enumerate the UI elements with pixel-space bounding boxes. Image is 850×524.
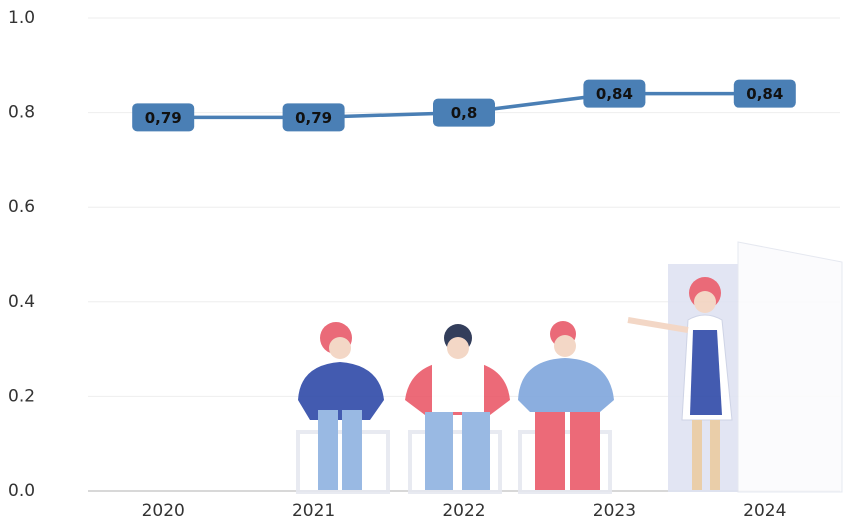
y-tick-label: 0.8 <box>8 103 35 123</box>
illustration <box>296 241 843 494</box>
x-tick-label: 2020 <box>142 501 185 521</box>
value-label: 0,79 <box>145 109 182 127</box>
y-tick-label: 0.6 <box>8 197 35 217</box>
value-label-box <box>132 103 195 132</box>
value-label: 0,79 <box>295 109 332 127</box>
x-tick-label: 2024 <box>743 501 786 521</box>
x-tick-label: 2022 <box>442 501 485 521</box>
y-tick-label: 0.2 <box>8 386 35 406</box>
value-label: 0,84 <box>596 85 633 103</box>
y-tick-label: 0.0 <box>8 481 35 501</box>
y-tick-label: 0.4 <box>8 292 35 312</box>
value-label: 0,8 <box>451 104 478 122</box>
value-label-box <box>583 79 646 108</box>
y-tick-label: 1.0 <box>8 8 35 28</box>
value-label: 0,84 <box>746 85 783 103</box>
x-tick-label: 2023 <box>593 501 636 521</box>
x-tick-label: 2021 <box>292 501 335 521</box>
value-label-box <box>733 79 796 108</box>
value-label-box <box>433 98 495 127</box>
value-label-box <box>282 103 345 132</box>
